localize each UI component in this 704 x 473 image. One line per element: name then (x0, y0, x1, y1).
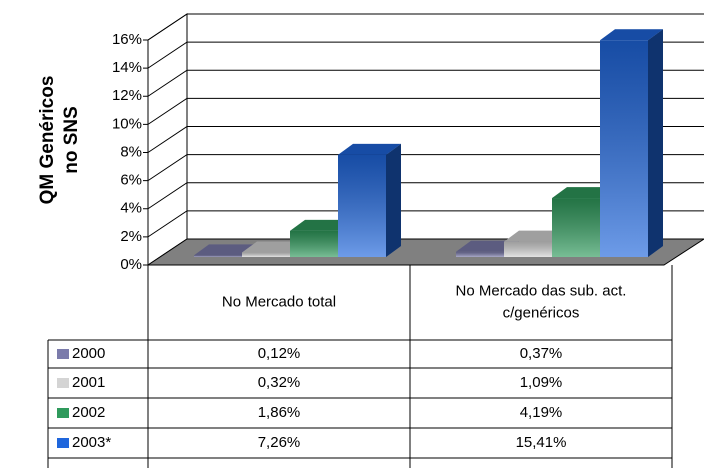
y-tick-label: 0% (120, 256, 142, 273)
bar-face (456, 251, 504, 257)
bar-face (552, 198, 600, 257)
bar (600, 29, 663, 257)
grid-line (147, 41, 704, 69)
bar-face (504, 241, 552, 257)
legend-swatch (57, 378, 69, 388)
category-label: No Mercado total (222, 293, 336, 310)
category-label: c/genéricos (503, 304, 580, 321)
bar (338, 143, 401, 257)
bar-face (504, 230, 567, 242)
y-tick-label: 4% (120, 200, 142, 217)
grid-line (147, 13, 704, 41)
category-label: No Mercado das sub. act. (456, 282, 627, 299)
legend-label: 2003* (72, 434, 111, 451)
legend-swatch (57, 438, 69, 448)
value-label: 15,41% (516, 434, 567, 451)
value-label: 1,86% (258, 404, 301, 421)
bar-face (338, 143, 401, 155)
value-label: 0,32% (258, 374, 301, 391)
bar-face (338, 143, 401, 155)
bar-face (648, 29, 663, 257)
y-axis-label: QM Genéricos (37, 76, 58, 205)
y-tick-label: 8% (120, 143, 142, 160)
bar-face (242, 241, 305, 253)
grid-line (147, 210, 704, 238)
bar-face (242, 241, 305, 253)
bar-face (194, 244, 257, 256)
legend-label: 2002 (72, 404, 105, 421)
y-tick-label: 12% (112, 87, 142, 104)
legend-swatch (57, 408, 69, 418)
bar-face (552, 187, 615, 199)
legend-label: 2000 (72, 345, 105, 362)
bar-face (338, 154, 386, 257)
value-label: 1,09% (520, 374, 563, 391)
value-label: 7,26% (258, 434, 301, 451)
y-tick-label: 16% (112, 31, 142, 48)
y-axis-label: no SNS (61, 106, 82, 174)
bar-face (456, 240, 519, 252)
y-tick-label: 2% (120, 228, 142, 245)
legend-label: 2001 (72, 374, 105, 391)
value-label: 4,19% (520, 404, 563, 421)
bar-face (194, 255, 242, 257)
bar-face (600, 29, 663, 41)
bar-face (290, 230, 338, 257)
grid-line (147, 126, 704, 153)
bar-face (552, 187, 615, 199)
bar-face (386, 143, 401, 257)
bar-face (290, 219, 353, 231)
bar-face (504, 230, 567, 242)
grid-line (147, 154, 704, 182)
legend-swatch (57, 349, 69, 359)
grid-line (147, 97, 704, 125)
value-label: 0,37% (520, 345, 563, 362)
y-tick-label: 6% (120, 172, 142, 189)
bar-face (600, 40, 648, 257)
bar (242, 241, 305, 257)
value-label: 0,12% (258, 345, 301, 362)
y-tick-label: 14% (112, 59, 142, 76)
bar-face (194, 244, 257, 256)
y-tick-label: 10% (112, 115, 142, 132)
grid-line (147, 182, 704, 210)
bar-face (456, 240, 519, 252)
bar-face (600, 29, 663, 41)
bar-face (242, 252, 290, 257)
grid-line (147, 69, 704, 97)
bar-face (290, 219, 353, 231)
